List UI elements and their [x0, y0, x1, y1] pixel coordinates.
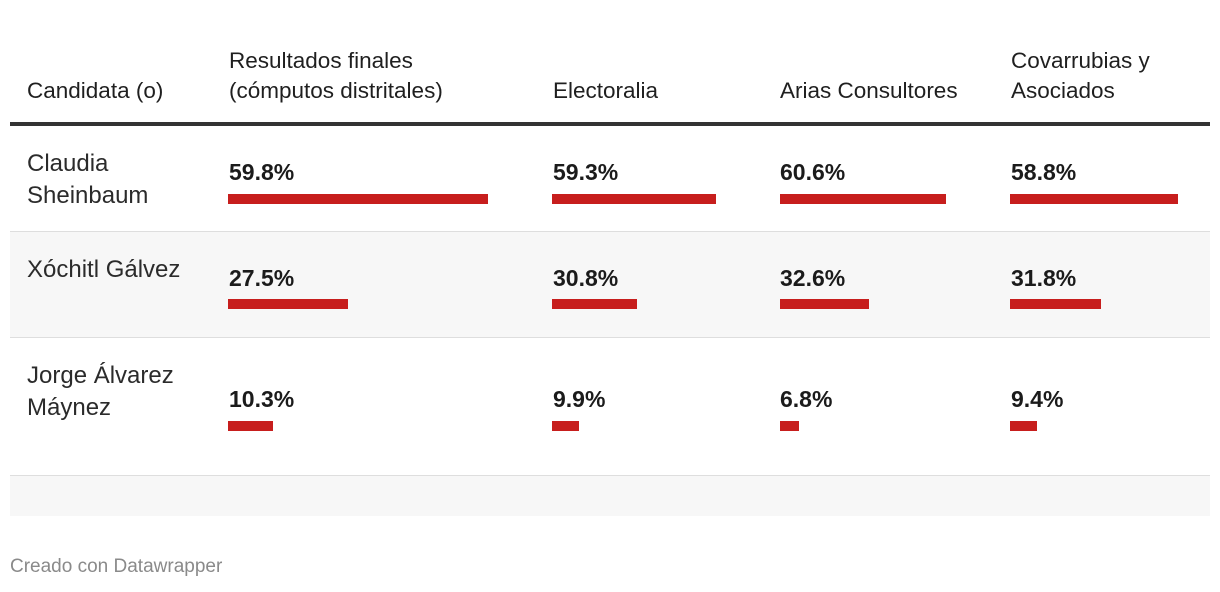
value-label: 9.4% [1011, 386, 1064, 412]
results-table: Candidata (o) Resultados finales (cómput… [10, 36, 1210, 476]
table-row: Claudia Sheinbaum 59.8% 59.3% 60.6% 58.8… [10, 126, 1210, 232]
candidate-name: Xóchitl Gálvez [27, 256, 181, 283]
value-bar [552, 421, 579, 431]
value-label: 59.3% [553, 159, 619, 185]
header-candidate: Candidata (o) [27, 78, 164, 103]
candidate-name: Jorge Álvarez Máynez [27, 362, 174, 421]
table-footer-band [10, 476, 1210, 516]
credit-text: Creado con Datawrapper [10, 556, 223, 577]
value-label: 6.8% [780, 386, 833, 412]
header-resultados-finales: Resultados finales (cómputos distritales… [229, 48, 443, 103]
value-bar [228, 421, 273, 431]
value-label: 31.8% [1011, 265, 1077, 291]
value-bar [552, 194, 716, 204]
candidate-name: Claudia Sheinbaum [27, 150, 149, 209]
value-label: 32.6% [780, 265, 846, 291]
header-covarrubias: Covarrubias y Asociados [1011, 48, 1150, 103]
value-bar [780, 421, 799, 431]
value-label: 27.5% [229, 265, 295, 291]
value-bar [552, 299, 637, 309]
header-arias-consultores: Arias Consultores [780, 78, 958, 103]
table-row: Xóchitl Gálvez 27.5% 30.8% 32.6% 31.8% [10, 232, 1210, 338]
value-bar [228, 194, 488, 204]
value-label: 59.8% [229, 159, 295, 185]
value-bar [228, 299, 348, 309]
value-label: 30.8% [553, 265, 619, 291]
value-label: 60.6% [780, 159, 846, 185]
value-bar [1010, 299, 1101, 309]
header-electoralia: Electoralia [553, 78, 659, 103]
value-label: 58.8% [1011, 159, 1077, 185]
table-header: Candidata (o) Resultados finales (cómput… [10, 36, 1210, 126]
table-row: Jorge Álvarez Máynez 10.3% 9.9% 6.8% 9.4… [10, 338, 1210, 476]
value-label: 10.3% [229, 386, 295, 412]
value-bar [780, 194, 946, 204]
value-bar [780, 299, 869, 309]
value-bar [1010, 194, 1178, 204]
value-label: 9.9% [553, 386, 606, 412]
value-bar [1010, 421, 1037, 431]
